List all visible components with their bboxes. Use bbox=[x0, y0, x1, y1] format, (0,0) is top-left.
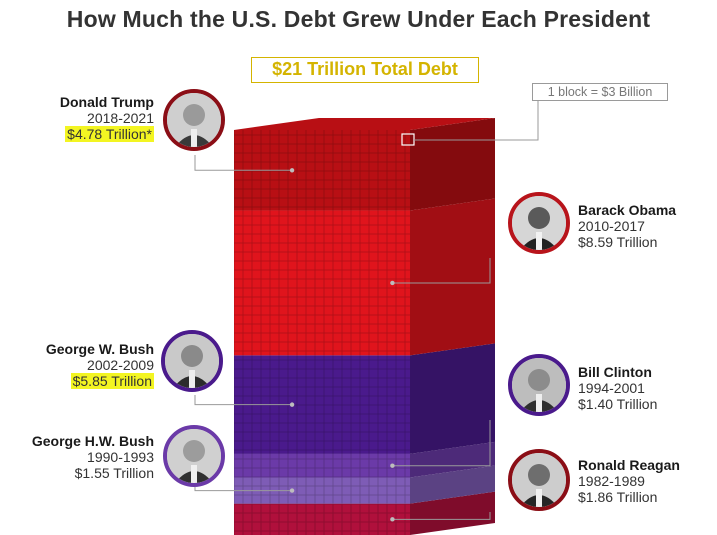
bar-side-bill-clinton bbox=[410, 441, 495, 478]
portrait-clinton bbox=[508, 354, 570, 416]
leader-dot-barack-obama bbox=[390, 280, 395, 286]
president-name: Ronald Reagan bbox=[578, 457, 680, 473]
president-name: George W. Bush bbox=[45, 341, 154, 357]
label-clinton: Bill Clinton 1994-2001 $1.40 Trillion bbox=[578, 364, 708, 412]
leader-dot-ronald-reagan bbox=[390, 517, 395, 522]
bar-side-donald-trump bbox=[410, 118, 495, 211]
bar-side-george-w-bush bbox=[410, 343, 495, 454]
label-trump: Donald Trump 2018-2021 $4.78 Trillion* bbox=[10, 94, 154, 142]
label-reagan: Ronald Reagan 1982-1989 $1.86 Trillion bbox=[578, 457, 708, 505]
president-amount: $1.55 Trillion bbox=[74, 465, 154, 481]
label-ghwbush: George H.W. Bush 1990-1993 $1.55 Trillio… bbox=[4, 433, 154, 481]
president-years: 2018-2021 bbox=[87, 110, 154, 126]
portrait-reagan bbox=[508, 449, 570, 511]
portrait-ghwbush bbox=[163, 425, 225, 487]
label-obama: Barack Obama 2010-2017 $8.59 Trillion bbox=[578, 202, 708, 250]
portrait-trump bbox=[163, 89, 225, 151]
portrait-obama bbox=[508, 192, 570, 254]
debt-amount-highlighted: $4.78 Trillion* bbox=[65, 126, 154, 142]
leader-line-donald-trump bbox=[194, 155, 293, 171]
label-gwbush: George W. Bush 2002-2009 $5.85 Trillion bbox=[10, 341, 154, 389]
total-debt-label: $21 Trillion Total Debt bbox=[251, 57, 479, 83]
leader-line-ronald-reagan bbox=[392, 512, 491, 520]
president-amount: $5.85 Trillion bbox=[10, 373, 154, 389]
president-years: 2002-2009 bbox=[87, 357, 154, 373]
president-name: George H.W. Bush bbox=[31, 433, 154, 449]
portrait-gwbush bbox=[161, 330, 223, 392]
block-note-leader bbox=[414, 101, 539, 141]
president-name: Donald Trump bbox=[59, 94, 154, 110]
president-years: 2010-2017 bbox=[578, 218, 645, 234]
leader-line-george-h-w-bush bbox=[194, 487, 293, 492]
president-name: Barack Obama bbox=[578, 202, 677, 218]
debt-amount-highlighted: $5.85 Trillion bbox=[70, 373, 154, 389]
leader-line-bill-clinton bbox=[392, 420, 491, 467]
bar-grid-ronald-reagan bbox=[234, 503, 410, 535]
president-amount: $1.86 Trillion bbox=[578, 489, 658, 505]
president-amount: $4.78 Trillion* bbox=[10, 126, 154, 142]
bar-side-barack-obama bbox=[410, 198, 495, 356]
president-years: 1990-1993 bbox=[87, 449, 154, 465]
bar-side-ronald-reagan bbox=[410, 491, 495, 535]
bar-grid-bill-clinton bbox=[234, 453, 410, 478]
leader-line-george-w-bush bbox=[194, 395, 293, 406]
leader-dot-bill-clinton bbox=[390, 463, 395, 468]
president-amount: $8.59 Trillion bbox=[578, 234, 658, 250]
bar-top-face bbox=[234, 118, 495, 130]
president-amount: $1.40 Trillion bbox=[578, 396, 658, 412]
leader-dot-donald-trump bbox=[289, 168, 295, 173]
chart-title: How Much the U.S. Debt Grew Under Each P… bbox=[66, 6, 651, 32]
president-years: 1982-1989 bbox=[578, 473, 645, 489]
president-years: 1994-2001 bbox=[578, 380, 645, 396]
leader-dot-george-w-bush bbox=[289, 402, 295, 407]
president-name: Bill Clinton bbox=[578, 364, 652, 380]
bar-grid-barack-obama bbox=[234, 210, 410, 356]
leader-dot-george-h-w-bush bbox=[289, 488, 295, 493]
bar-side-george-h-w-bush bbox=[410, 465, 495, 504]
block-scale-note: 1 block = $3 Billion bbox=[532, 83, 668, 101]
leader-line-barack-obama bbox=[392, 258, 491, 284]
